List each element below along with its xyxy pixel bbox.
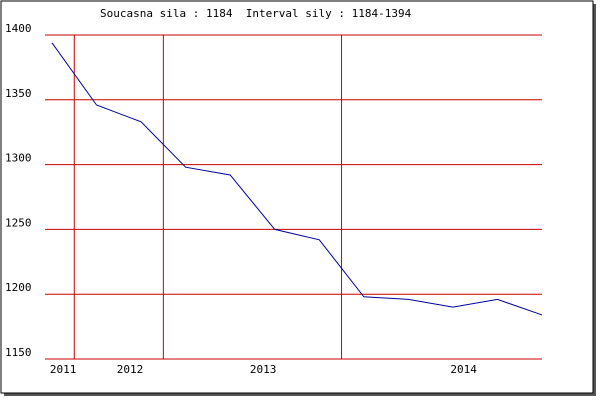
chart-title: Soucasna sila : 1184 Interval sily : 118… — [100, 7, 412, 20]
frame — [0, 0, 594, 394]
x-tick-label: 2012 — [117, 363, 144, 376]
y-tick-label: 1350 — [5, 87, 32, 100]
y-tick-label: 1150 — [5, 346, 32, 359]
x-tick-label: 2014 — [450, 363, 477, 376]
y-tick-label: 1250 — [5, 216, 32, 229]
y-tick-label: 1200 — [5, 281, 32, 294]
line — [51, 42, 543, 316]
x-tick-label: 2011 — [50, 363, 77, 376]
y-tick-label: 1300 — [5, 152, 32, 165]
x-tick-label: 2013 — [250, 363, 277, 376]
y-tick-label: 1400 — [5, 22, 32, 35]
